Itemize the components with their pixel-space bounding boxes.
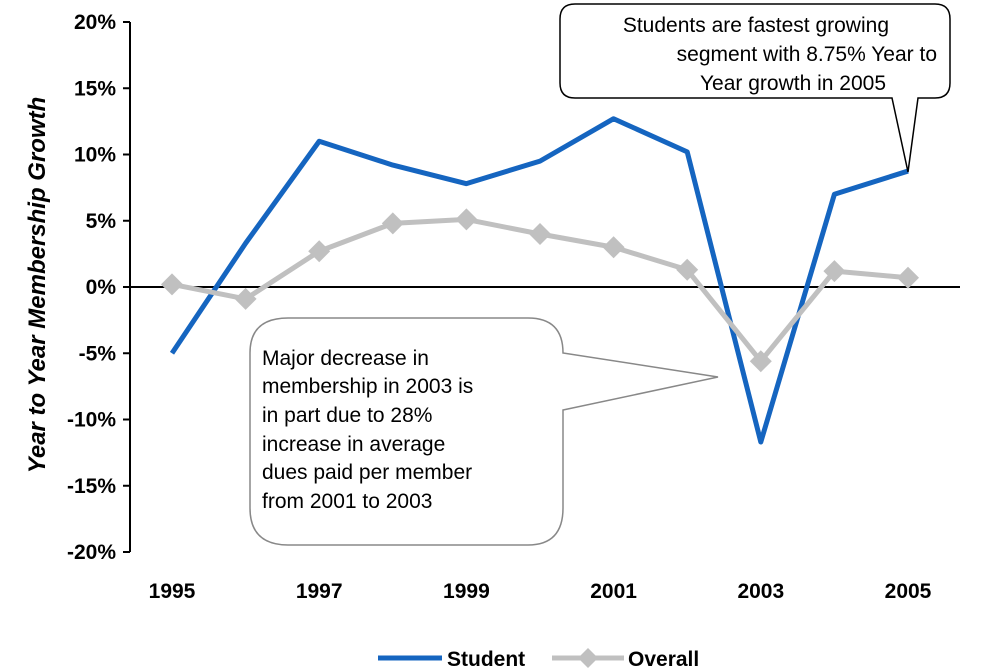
callout-student-growth: Students are fastest growing segment wit… [559, 3, 951, 173]
data-point-overall [455, 208, 478, 231]
legend-student-label: Student [447, 648, 525, 671]
y-tick-label: -20% [67, 541, 116, 564]
callout-2003-decrease: Major decrease in membership in 2003 is … [249, 317, 719, 546]
data-point-overall [234, 287, 257, 310]
callout-student-growth-bubble [559, 3, 951, 173]
y-tick-label: 5% [86, 210, 117, 233]
callout-student-growth-line-2: segment with 8.75% Year to [677, 43, 937, 66]
callout-student-growth-line-1: Students are fastest growing [623, 14, 889, 37]
x-tick-label: 1995 [149, 580, 196, 603]
legend-overall-label: Overall [628, 648, 699, 671]
callout-2003-decrease-bubble [249, 317, 719, 546]
y-tick-label: 0% [86, 276, 117, 299]
legend-overall-marker [578, 648, 598, 668]
legend: Student Overall [378, 648, 699, 671]
callout-2003-line-3: in part due to 28% [262, 404, 432, 427]
data-point-overall [308, 240, 331, 263]
series-layer [161, 116, 919, 445]
y-tick-label: 15% [74, 77, 116, 100]
y-axis-label: Year to Year Membership Growth [24, 97, 51, 474]
y-axis-ticks: 20% 15% 10% 5% 0% -5% -10% -15% -20% [67, 11, 130, 564]
x-axis-tick-labels: 1995 1997 1999 2001 2003 2005 [149, 580, 932, 603]
data-point-overall [529, 223, 551, 245]
callout-2003-line-6: from 2001 to 2003 [262, 490, 432, 513]
data-point-overall [897, 266, 919, 289]
y-tick-label: -15% [67, 475, 116, 498]
data-point-overall [381, 212, 404, 235]
data-point-overall [161, 273, 183, 296]
y-tick-label: -10% [67, 409, 116, 432]
data-point-overall [823, 260, 846, 283]
x-tick-label: 1997 [296, 580, 343, 603]
callout-2003-line-2: membership in 2003 is [262, 375, 473, 398]
y-tick-label: 20% [74, 11, 116, 34]
callout-2003-line-1: Major decrease in [262, 347, 429, 370]
x-tick-label: 2003 [737, 580, 784, 603]
x-tick-label: 2001 [590, 580, 637, 603]
callout-student-growth-line-3: Year growth in 2005 [700, 72, 886, 95]
y-tick-label: -5% [79, 342, 117, 365]
x-tick-label: 1999 [443, 580, 490, 603]
series-line-student [169, 116, 909, 445]
data-point-overall [602, 236, 625, 259]
callout-2003-line-5: dues paid per member [262, 461, 472, 484]
data-point-overall [676, 258, 699, 281]
x-tick-label: 2005 [885, 580, 932, 603]
callout-2003-line-4: increase in average [262, 433, 445, 456]
data-point-overall [749, 350, 772, 373]
y-tick-label: 10% [74, 144, 116, 167]
